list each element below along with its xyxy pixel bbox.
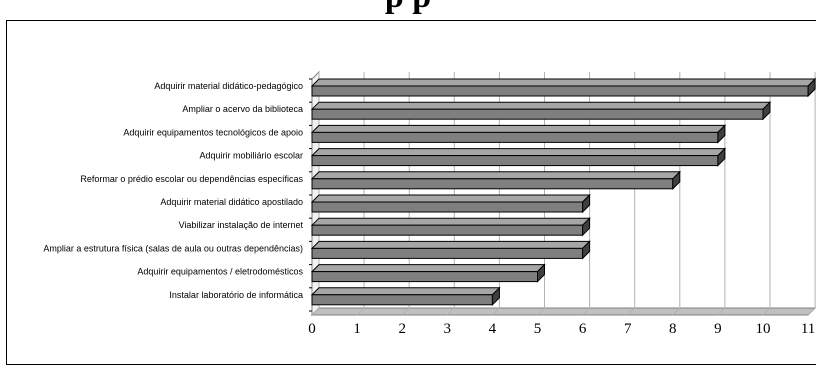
bar-front-face bbox=[311, 178, 674, 190]
bar-end-face bbox=[582, 193, 591, 214]
x-tick-labels: 0 1 2 3 4 5 6 7 8 9 10 11 bbox=[308, 321, 815, 337]
category-label: Ampliar o acervo da biblioteca bbox=[182, 104, 303, 114]
floor bbox=[310, 307, 816, 316]
bar bbox=[310, 170, 682, 191]
bar-end-face bbox=[807, 77, 816, 98]
bar bbox=[310, 240, 591, 260]
bar-top-face bbox=[310, 171, 682, 180]
bar-top-face bbox=[310, 124, 727, 133]
bar-front-face bbox=[311, 201, 584, 213]
bar-front-face bbox=[311, 85, 809, 97]
bar bbox=[310, 124, 727, 144]
category-label: Reformar o prédio escolar ou dependência… bbox=[80, 174, 303, 184]
category-label: Adquirir equipamentos / eletrodomésticos bbox=[137, 267, 303, 277]
category-labels: Adquirir material didático-pedagógico Amp… bbox=[43, 81, 303, 300]
bar-top-face bbox=[310, 217, 591, 226]
x-tick-label: 0 bbox=[308, 321, 316, 337]
gridline-diag-2 bbox=[401, 307, 410, 316]
bar-end-face bbox=[762, 100, 771, 121]
bar-top-face bbox=[310, 287, 501, 296]
bar-end-face bbox=[582, 216, 591, 237]
bars bbox=[310, 77, 816, 307]
x-tick-label: 9 bbox=[714, 321, 722, 337]
bar-end-face bbox=[491, 286, 500, 307]
x-tick-label: 2 bbox=[398, 321, 406, 337]
bar-end-face bbox=[582, 240, 591, 260]
bar bbox=[310, 193, 591, 214]
bar bbox=[310, 263, 546, 283]
gridline-diag-1 bbox=[356, 307, 365, 316]
category-label: Adquirir mobiliário escolar bbox=[199, 151, 303, 161]
bar-top-face bbox=[310, 264, 546, 273]
gridline-diag-11 bbox=[807, 307, 816, 316]
bar-top-face bbox=[310, 78, 816, 87]
gridline-diag-4 bbox=[492, 307, 500, 316]
gridline-diag-3 bbox=[446, 307, 455, 316]
x-tick-label: 6 bbox=[579, 321, 587, 337]
bar-front-face bbox=[311, 247, 584, 259]
x-tick-label: 5 bbox=[534, 321, 542, 337]
bar-top-face bbox=[310, 194, 591, 203]
bar bbox=[310, 147, 727, 167]
category-label: Instalar laboratório de informática bbox=[169, 290, 303, 300]
bar bbox=[310, 77, 816, 98]
bar-front-face bbox=[311, 155, 719, 167]
bar-end-face bbox=[717, 147, 726, 167]
category-label: Ampliar a estrutura física (salas de aul… bbox=[43, 243, 303, 253]
x-tick-label: 11 bbox=[801, 321, 815, 337]
chart-title: p p bbox=[0, 0, 816, 16]
bar-front-face bbox=[311, 271, 538, 283]
category-label: Adquirir material didático-pedagógico bbox=[154, 81, 303, 91]
bar-front-face bbox=[311, 108, 764, 120]
x-tick-label: 4 bbox=[489, 321, 497, 337]
x-tick-label: 3 bbox=[444, 321, 452, 337]
gridline-diag-7 bbox=[627, 307, 636, 316]
bar-top-face bbox=[310, 240, 591, 249]
bar-front-face bbox=[311, 131, 719, 143]
bar-end-face bbox=[537, 263, 545, 283]
bar bbox=[310, 100, 772, 121]
gridline-diag-8 bbox=[672, 307, 681, 316]
x-tick-label: 8 bbox=[669, 321, 677, 337]
gridline-diag-6 bbox=[582, 307, 590, 316]
x-tick-label: 10 bbox=[756, 321, 771, 337]
category-label: Viabilizar instalação de internet bbox=[179, 220, 304, 230]
bar-end-face bbox=[717, 124, 726, 144]
bar-front-face bbox=[311, 294, 493, 306]
bar-front-face bbox=[311, 224, 584, 236]
x-tick-label: 7 bbox=[624, 321, 632, 337]
gridline-diag-0 bbox=[311, 307, 320, 316]
bar-top-face bbox=[310, 148, 727, 157]
x-tick-label: 1 bbox=[353, 321, 361, 337]
gridline-diag-9 bbox=[717, 307, 726, 316]
bar bbox=[310, 286, 501, 307]
category-label: Adquirir equipamentos tecnológicos de ap… bbox=[123, 127, 303, 137]
chart-title-area: p p bbox=[0, 0, 816, 22]
gridline-diag-10 bbox=[762, 307, 771, 316]
bar bbox=[310, 216, 591, 237]
gridline-diag-5 bbox=[537, 307, 545, 316]
category-label: Adquirir material didático apostilado bbox=[160, 197, 303, 207]
bar-end-face bbox=[672, 170, 681, 191]
bar-top-face bbox=[310, 101, 772, 110]
